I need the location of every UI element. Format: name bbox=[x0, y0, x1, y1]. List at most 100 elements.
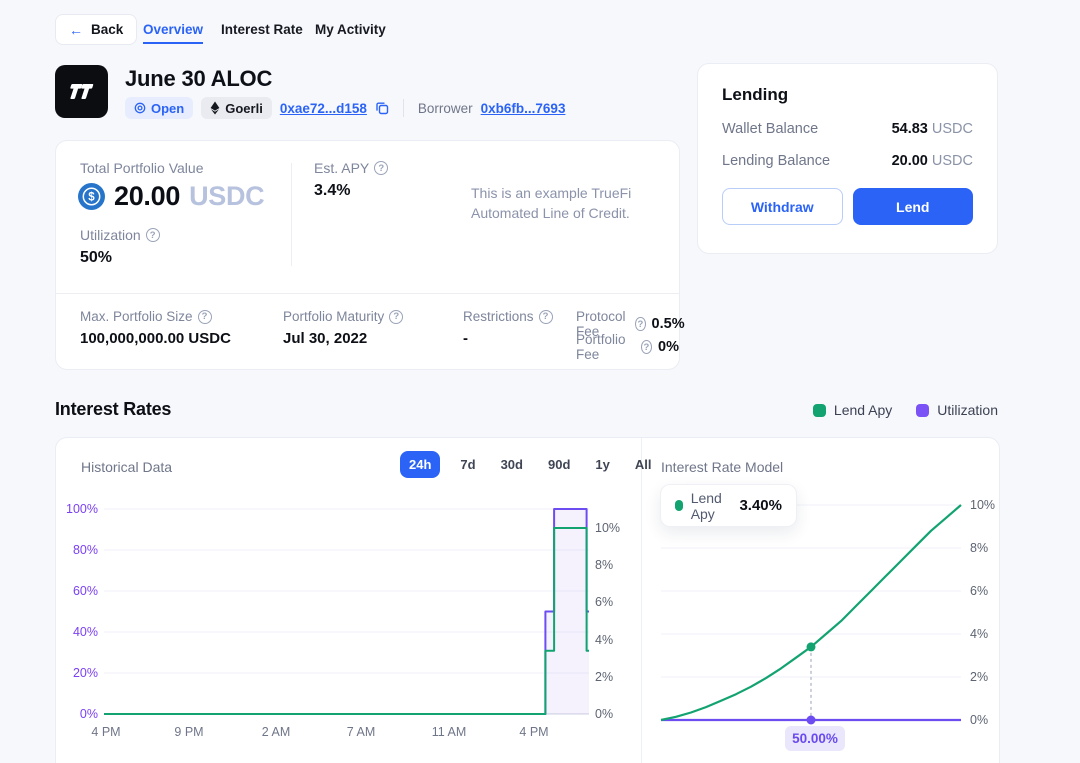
range-30d-button[interactable]: 30d bbox=[500, 457, 523, 472]
hist-right-tick: 2% bbox=[595, 670, 613, 684]
lend-apy-swatch-icon bbox=[812, 403, 826, 417]
open-status-icon bbox=[134, 102, 146, 114]
network-badge: Goerli bbox=[201, 97, 272, 119]
lend-apy-marker-dot[interactable] bbox=[806, 642, 816, 652]
legend-utilization[interactable]: Utilization bbox=[916, 402, 998, 418]
hist-left-tick: 60% bbox=[73, 584, 98, 598]
pool-description: This is an example TrueFi Automated Line… bbox=[471, 183, 671, 224]
total-portfolio-value: 20.00 bbox=[114, 181, 181, 211]
hist-left-tick: 0% bbox=[80, 707, 98, 721]
range-24h-button[interactable]: 24h bbox=[400, 451, 441, 478]
restrictions-info-icon[interactable]: ? bbox=[538, 309, 553, 324]
model-y-tick: 2% bbox=[970, 670, 988, 684]
borrower-address-link[interactable]: 0xb6fb...7693 bbox=[480, 100, 566, 116]
hist-x-tick: 7 AM bbox=[347, 725, 376, 739]
hist-left-tick: 100% bbox=[66, 502, 98, 516]
est-apy-info-icon[interactable]: ? bbox=[374, 161, 389, 175]
utilization-value: 50% bbox=[80, 249, 113, 266]
lending-balance-value: 20.00 bbox=[891, 153, 928, 169]
wallet-balance-value: 54.83 bbox=[891, 121, 928, 137]
contract-address-link[interactable]: 0xae72...d158 bbox=[279, 100, 367, 116]
network-badge-label: Goerli bbox=[225, 100, 263, 116]
est-apy-label: Est. APY ? bbox=[314, 160, 389, 176]
lending-balance-unit: USDC bbox=[931, 153, 973, 169]
range-1y-button[interactable]: 1y bbox=[595, 457, 610, 472]
pool-description-line2: Automated Line of Credit. bbox=[471, 205, 630, 222]
interest-rates-heading: Interest Rates bbox=[55, 399, 172, 419]
copy-address-button[interactable] bbox=[375, 101, 389, 115]
portfolio-vertical-divider bbox=[291, 163, 292, 266]
hist-right-tick: 0% bbox=[595, 707, 613, 721]
portfolio-stats-card: Total Portfolio Value $ 20.00 USDC Utili… bbox=[55, 140, 685, 370]
hist-right-tick: 6% bbox=[595, 595, 613, 609]
tooltip-value: 3.40% bbox=[739, 497, 782, 514]
restrictions-label-text: Restrictions bbox=[463, 309, 534, 324]
historical-series-group bbox=[104, 508, 589, 715]
back-button[interactable]: ← Back bbox=[55, 14, 138, 45]
protocol-fee-info-icon[interactable]: ? bbox=[635, 317, 646, 331]
hist-x-tick: 9 PM bbox=[174, 725, 203, 739]
copy-icon bbox=[376, 102, 389, 115]
range-7d-button[interactable]: 7d bbox=[460, 457, 476, 472]
historical-data-chart[interactable]: 100% 80% 60% 40% 20% 0% 10% 8% 6% 4% 2% … bbox=[61, 496, 621, 751]
portfolio-fee-value: 0% bbox=[658, 339, 679, 355]
chart-legend: Lend Apy Utilization bbox=[812, 402, 998, 418]
time-range-selector: 24h 7d 30d 90d 1y All bbox=[400, 451, 656, 478]
pool-description-line1: This is an example TrueFi bbox=[471, 185, 632, 201]
wallet-balance-unit: USDC bbox=[931, 121, 973, 137]
range-all-button[interactable]: All bbox=[634, 457, 652, 472]
borrower-label: Borrower bbox=[417, 100, 473, 116]
tab-interest-rate[interactable]: Interest Rate bbox=[221, 22, 303, 37]
max-size-label-text: Max. Portfolio Size bbox=[80, 309, 193, 324]
interest-rates-card: Historical Data 24h 7d 30d 90d 1y All 10… bbox=[55, 437, 1000, 763]
protocol-fee-value: 0.5% bbox=[651, 316, 685, 332]
historical-data-label: Historical Data bbox=[81, 459, 173, 475]
utilization-marker-dot[interactable] bbox=[806, 715, 816, 725]
hist-left-tick: 80% bbox=[73, 543, 98, 557]
utilization-line bbox=[104, 508, 589, 715]
legend-utilization-label: Utilization bbox=[937, 402, 998, 418]
lend-apy-line bbox=[104, 527, 589, 715]
lend-button[interactable]: Lend bbox=[852, 188, 973, 225]
portfolio-fee-label: Portfolio Fee bbox=[576, 332, 626, 362]
max-size-value: 100,000,000.00 USDC bbox=[80, 330, 231, 347]
model-y-tick: 0% bbox=[970, 713, 988, 727]
hist-left-tick: 40% bbox=[73, 625, 98, 639]
legend-lend-apy[interactable]: Lend Apy bbox=[812, 402, 893, 418]
withdraw-button[interactable]: Withdraw bbox=[722, 188, 843, 225]
legend-lend-apy-label: Lend Apy bbox=[833, 402, 893, 418]
tab-overview[interactable]: Overview bbox=[143, 22, 204, 44]
truefi-logo-icon bbox=[69, 83, 93, 99]
utilization-area bbox=[104, 509, 589, 714]
model-y-tick: 6% bbox=[970, 584, 988, 598]
hist-right-tick: 8% bbox=[595, 558, 613, 572]
status-badge-label: Open bbox=[151, 100, 185, 116]
tab-my-activity[interactable]: My Activity bbox=[315, 22, 386, 37]
hist-right-tick: 10% bbox=[595, 521, 620, 535]
lend-apy-model-line bbox=[660, 504, 962, 722]
utilization-swatch-icon bbox=[916, 403, 930, 417]
portfolio-fee-info-icon[interactable]: ? bbox=[640, 340, 653, 354]
badge-divider bbox=[402, 99, 404, 117]
model-series-group bbox=[660, 504, 962, 725]
range-90d-button[interactable]: 90d bbox=[547, 457, 571, 472]
page-title: June 30 ALOC bbox=[125, 66, 273, 91]
hist-x-tick: 11 AM bbox=[432, 725, 467, 739]
max-size-info-icon[interactable]: ? bbox=[197, 309, 212, 324]
portfolio-fee-row: Portfolio Fee ? 0% bbox=[576, 332, 679, 362]
wallet-balance-label: Wallet Balance bbox=[722, 121, 819, 137]
model-y-tick: 10% bbox=[970, 498, 995, 512]
lending-panel-title: Lending bbox=[722, 85, 789, 104]
charts-divider bbox=[641, 438, 642, 763]
lend-apy-tooltip: Lend Apy 3.40% bbox=[660, 484, 797, 527]
est-apy-value: 3.4% bbox=[314, 182, 351, 199]
utilization-marker-label: 50.00% bbox=[785, 726, 845, 751]
utilization-info-icon[interactable]: ? bbox=[145, 228, 160, 242]
tooltip-swatch-icon bbox=[675, 500, 683, 511]
hist-left-tick: 20% bbox=[73, 666, 98, 680]
restrictions-label: Restrictions ? bbox=[463, 309, 553, 324]
maturity-info-icon[interactable]: ? bbox=[389, 309, 404, 324]
interest-rate-model-chart[interactable]: 10% 8% 6% 4% 2% 0% bbox=[656, 491, 1001, 761]
est-apy-label-text: Est. APY bbox=[314, 160, 370, 176]
